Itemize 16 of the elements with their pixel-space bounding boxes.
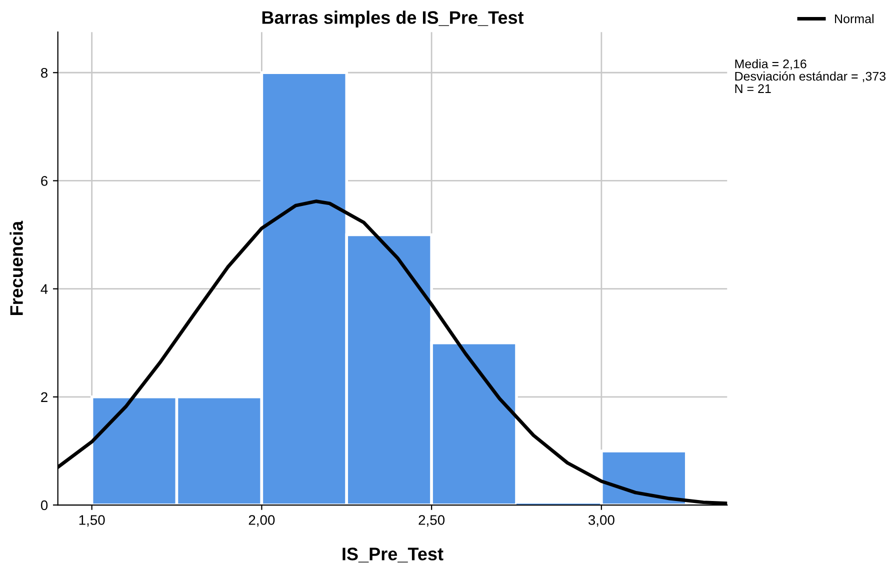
chart-title: Barras simples de IS_Pre_Test [262,10,524,28]
y-axis-title: Frecuencia [10,220,23,316]
x-tick-label: 3,00 [588,515,614,527]
y-tick-label: 8 [41,68,48,78]
x-tick-label: 1,50 [79,515,105,527]
y-tick-label: 4 [40,284,48,294]
legend-label: Normal [835,14,874,24]
y-tick-label: 6 [41,176,48,186]
x-tick-label: 2,50 [418,515,445,527]
x-axis-title: IS_Pre_Test [342,548,444,562]
y-tick-label: 2 [41,392,48,402]
text: Media = 2,16 [735,59,806,70]
y-tick-label: 0 [40,500,48,510]
text: N = 21 [735,84,771,93]
x-tick-label: 2,00 [248,515,275,527]
text: Desviación estándar = ,373 [735,71,886,82]
